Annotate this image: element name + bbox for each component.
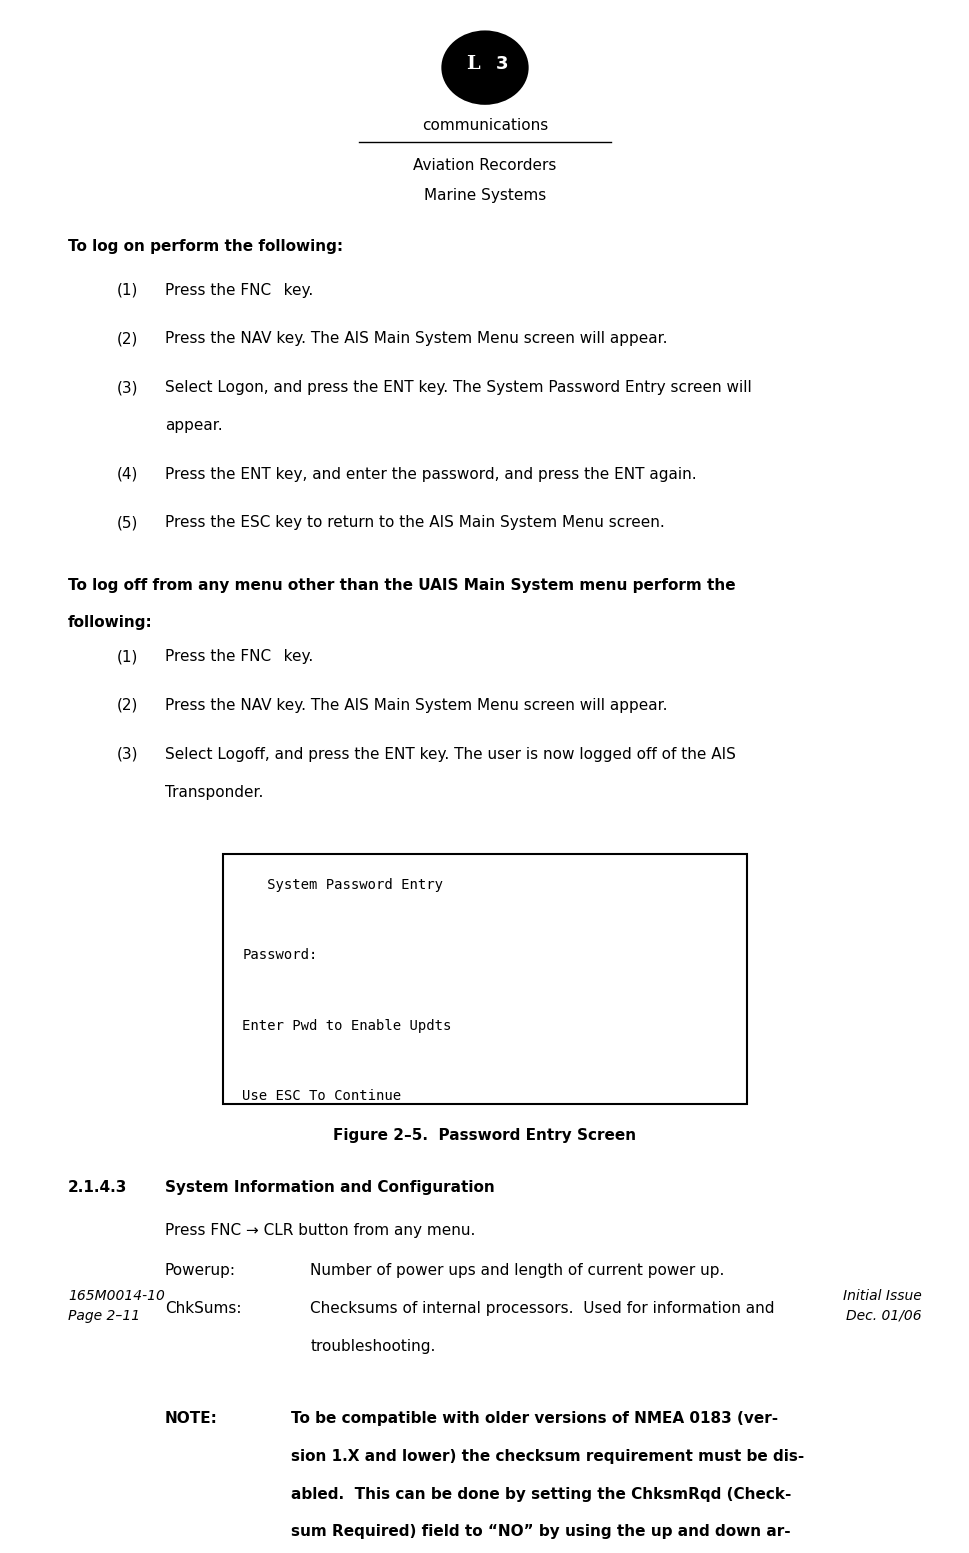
Text: Aviation Recorders: Aviation Recorders xyxy=(413,158,556,174)
Text: Password:: Password: xyxy=(242,949,318,963)
Text: 2.1.4.3: 2.1.4.3 xyxy=(68,1180,127,1194)
Text: Press the ENT key, and enter the password, and press the ENT again.: Press the ENT key, and enter the passwor… xyxy=(165,466,696,481)
Text: Press the NAV key. The AIS Main System Menu screen will appear.: Press the NAV key. The AIS Main System M… xyxy=(165,697,667,713)
Text: troubleshooting.: troubleshooting. xyxy=(310,1339,435,1354)
FancyBboxPatch shape xyxy=(223,854,746,1104)
Text: (4): (4) xyxy=(116,466,138,481)
Text: Figure 2–5.  Password Entry Screen: Figure 2–5. Password Entry Screen xyxy=(333,1127,636,1143)
Text: (1): (1) xyxy=(116,649,138,665)
Text: To log on perform the following:: To log on perform the following: xyxy=(68,239,343,255)
Text: abled.  This can be done by setting the ChksmRqd (Check-: abled. This can be done by setting the C… xyxy=(291,1486,791,1502)
Text: (3): (3) xyxy=(116,747,138,761)
Text: Press FNC → CLR button from any menu.: Press FNC → CLR button from any menu. xyxy=(165,1222,475,1238)
Text: System Password Entry: System Password Entry xyxy=(242,877,443,891)
Text: Select Logoff, and press the ENT key. The user is now logged off of the AIS: Select Logoff, and press the ENT key. Th… xyxy=(165,747,735,761)
Text: To log off from any menu other than the UAIS Main System menu perform the: To log off from any menu other than the … xyxy=(68,578,735,593)
Text: Press the ESC key to return to the AIS Main System Menu screen.: Press the ESC key to return to the AIS M… xyxy=(165,516,664,531)
Text: ChkSums:: ChkSums: xyxy=(165,1301,241,1317)
Text: following:: following: xyxy=(68,615,152,631)
Text: (3): (3) xyxy=(116,380,138,394)
Text: appear.: appear. xyxy=(165,418,222,433)
Text: communications: communications xyxy=(422,118,547,132)
Text: Enter Pwd to Enable Updts: Enter Pwd to Enable Updts xyxy=(242,1019,452,1033)
Text: (2): (2) xyxy=(116,697,138,713)
Text: Press the FNC  key.: Press the FNC key. xyxy=(165,283,313,298)
Text: Page 2–11: Page 2–11 xyxy=(68,1309,140,1323)
Text: Transponder.: Transponder. xyxy=(165,784,263,800)
Text: NOTE:: NOTE: xyxy=(165,1410,218,1426)
Text: L: L xyxy=(466,54,480,73)
Text: 3: 3 xyxy=(496,54,508,73)
Text: System Information and Configuration: System Information and Configuration xyxy=(165,1180,494,1194)
Text: Marine Systems: Marine Systems xyxy=(423,188,546,203)
Text: sum Required) field to “NO” by using the up and down ar-: sum Required) field to “NO” by using the… xyxy=(291,1525,790,1539)
Text: Number of power ups and length of current power up.: Number of power ups and length of curren… xyxy=(310,1264,724,1278)
Text: Powerup:: Powerup: xyxy=(165,1264,235,1278)
Text: To be compatible with older versions of NMEA 0183 (ver-: To be compatible with older versions of … xyxy=(291,1410,777,1426)
Text: Press the NAV key. The AIS Main System Menu screen will appear.: Press the NAV key. The AIS Main System M… xyxy=(165,331,667,346)
Ellipse shape xyxy=(441,31,528,106)
Text: (1): (1) xyxy=(116,283,138,298)
Text: Dec. 01/06: Dec. 01/06 xyxy=(845,1309,921,1323)
Text: sion 1.X and lower) the checksum requirement must be dis-: sion 1.X and lower) the checksum require… xyxy=(291,1449,803,1463)
Text: Checksums of internal processors.  Used for information and: Checksums of internal processors. Used f… xyxy=(310,1301,774,1317)
Text: Press the FNC  key.: Press the FNC key. xyxy=(165,649,313,665)
Text: (2): (2) xyxy=(116,331,138,346)
Text: 165M0014-10: 165M0014-10 xyxy=(68,1289,165,1303)
Text: Initial Issue: Initial Issue xyxy=(842,1289,921,1303)
Text: (5): (5) xyxy=(116,516,138,531)
Text: Select Logon, and press the ENT key. The System Password Entry screen will: Select Logon, and press the ENT key. The… xyxy=(165,380,751,394)
Text: Use ESC To Continue: Use ESC To Continue xyxy=(242,1089,401,1103)
